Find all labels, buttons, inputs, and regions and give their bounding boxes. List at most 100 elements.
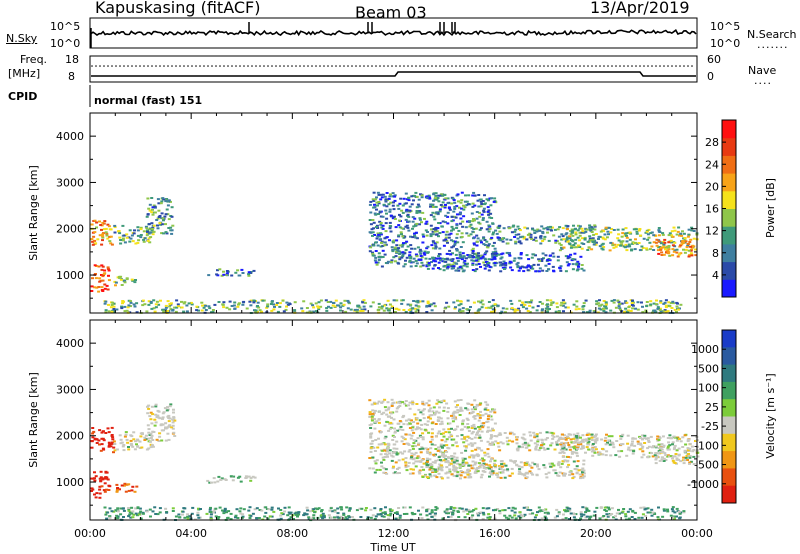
echo-cell <box>479 458 483 461</box>
echo-cell <box>578 227 582 230</box>
echo-cell <box>407 404 410 407</box>
echo-cell <box>575 465 579 468</box>
echo-cell <box>429 462 433 465</box>
echo-cell <box>618 307 622 310</box>
echo-cell <box>96 238 100 241</box>
echo-cell <box>462 215 466 218</box>
echo-cell <box>385 450 389 453</box>
echo-cell <box>465 200 469 203</box>
echo-cell <box>543 235 547 238</box>
echo-cell <box>451 512 455 515</box>
freq-dot <box>283 65 285 67</box>
freq-dot <box>643 65 645 67</box>
x-tick-label: 16:00 <box>479 527 511 540</box>
echo-cell <box>662 243 666 246</box>
echo-cell <box>461 225 465 228</box>
echo-cell <box>428 451 432 454</box>
echo-cell <box>393 218 397 220</box>
echo-cell <box>410 203 414 206</box>
echo-cell <box>569 438 573 441</box>
echo-cell <box>452 301 456 304</box>
echo-cell <box>106 267 110 270</box>
echo-cell <box>415 210 419 212</box>
echo-cell <box>523 226 527 229</box>
echo-cell <box>322 515 326 518</box>
echo-cell <box>671 510 675 513</box>
echo-cell <box>478 215 482 218</box>
echo-cell <box>453 470 457 473</box>
echo-cell <box>575 439 579 441</box>
echo-cell <box>513 236 517 238</box>
echo-cell <box>104 300 108 303</box>
echo-cell <box>666 448 670 451</box>
colorbar-tick-label: 16 <box>705 203 719 216</box>
echo-cell <box>425 234 429 237</box>
y-tick-label: 1000 <box>56 269 84 282</box>
echo-cell <box>98 280 102 283</box>
echo-cell <box>572 433 576 436</box>
echo-cell <box>102 477 105 480</box>
echo-cell <box>143 436 147 439</box>
echo-cell <box>130 506 134 509</box>
echo-cell <box>473 243 476 246</box>
echo-cell <box>535 230 539 233</box>
echo-cell <box>190 303 194 306</box>
echo-cell <box>594 448 598 451</box>
echo-cell <box>648 241 652 244</box>
echo-cell <box>110 510 114 513</box>
echo-cell <box>516 237 520 240</box>
freq-dot <box>527 65 529 67</box>
echo-cell <box>432 257 436 260</box>
freq-dot <box>627 65 629 67</box>
echo-cell <box>520 304 524 307</box>
echo-cell <box>163 215 167 218</box>
echo-cell <box>425 311 429 313</box>
echo-cell <box>442 435 446 438</box>
echo-cell <box>151 213 155 216</box>
echo-cell <box>683 449 687 452</box>
echo-cell <box>110 243 114 246</box>
echo-cell <box>675 248 679 251</box>
echo-cell <box>105 234 109 237</box>
echo-cell <box>440 432 443 435</box>
echo-cell <box>101 289 105 292</box>
echo-cell <box>207 274 211 277</box>
echo-cell <box>487 415 490 418</box>
echo-cell <box>461 256 465 259</box>
echo-cell <box>454 507 458 510</box>
echo-cell <box>574 233 578 236</box>
echo-cell <box>574 451 578 454</box>
echo-cell <box>533 516 537 519</box>
echo-cell <box>418 300 422 303</box>
echo-cell <box>646 456 650 459</box>
echo-cell <box>528 431 532 434</box>
echo-cell <box>465 308 469 311</box>
echo-cell <box>510 472 514 475</box>
echo-cell <box>510 231 514 234</box>
echo-cell <box>360 507 364 510</box>
echo-cell <box>408 506 412 509</box>
echo-cell <box>555 302 559 305</box>
echo-cell <box>448 208 452 211</box>
echo-cell <box>667 241 671 244</box>
echo-cell <box>584 511 588 514</box>
echo-cell <box>431 267 435 270</box>
echo-cell <box>587 443 591 446</box>
echo-cell <box>344 516 348 519</box>
echo-cell <box>356 305 360 308</box>
echo-cell <box>443 193 447 196</box>
echo-cell <box>437 466 441 469</box>
echo-cell <box>456 411 460 414</box>
echo-cell <box>502 462 506 465</box>
echo-cell <box>667 245 671 247</box>
echo-cell <box>692 237 696 240</box>
freq-dot <box>571 65 573 67</box>
echo-cell <box>388 239 391 242</box>
echo-cell <box>577 307 581 310</box>
echo-cell <box>414 439 418 442</box>
echo-cell <box>458 465 462 468</box>
echo-cell <box>444 461 448 464</box>
echo-cell <box>679 303 683 306</box>
echo-cell <box>459 222 462 225</box>
echo-cell <box>456 471 460 474</box>
